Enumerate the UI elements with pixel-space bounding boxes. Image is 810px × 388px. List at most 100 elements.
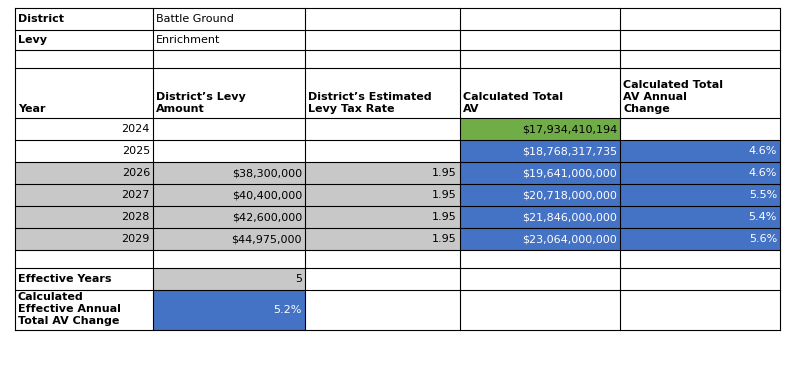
Bar — [620, 228, 780, 250]
Bar — [15, 290, 153, 330]
Bar — [460, 206, 620, 228]
Bar — [620, 30, 780, 50]
Bar — [153, 50, 305, 68]
Bar — [153, 162, 305, 184]
Bar — [460, 68, 620, 118]
Bar — [460, 8, 620, 30]
Bar — [153, 268, 305, 290]
Bar — [153, 228, 305, 250]
Bar — [15, 30, 153, 50]
Text: $44,975,000: $44,975,000 — [232, 234, 302, 244]
Text: Calculated
Effective Annual
Total AV Change: Calculated Effective Annual Total AV Cha… — [18, 292, 121, 326]
Text: 5: 5 — [295, 274, 302, 284]
Bar — [620, 184, 780, 206]
Text: 4.6%: 4.6% — [748, 168, 777, 178]
Text: 2026: 2026 — [122, 168, 150, 178]
Bar — [305, 228, 460, 250]
Text: 1.95: 1.95 — [433, 168, 457, 178]
Bar — [620, 140, 780, 162]
Bar — [15, 162, 153, 184]
Text: Battle Ground: Battle Ground — [156, 14, 234, 24]
Text: $19,641,000,000: $19,641,000,000 — [522, 168, 617, 178]
Text: 2029: 2029 — [122, 234, 150, 244]
Bar — [620, 206, 780, 228]
Bar — [305, 206, 460, 228]
Text: Enrichment: Enrichment — [156, 35, 220, 45]
Bar — [15, 118, 153, 140]
Text: Year: Year — [18, 104, 45, 114]
Bar — [620, 50, 780, 68]
Text: $18,768,317,735: $18,768,317,735 — [522, 146, 617, 156]
Bar — [620, 250, 780, 268]
Text: 2025: 2025 — [122, 146, 150, 156]
Bar — [305, 118, 460, 140]
Text: $40,400,000: $40,400,000 — [232, 190, 302, 200]
Bar — [305, 8, 460, 30]
Bar — [460, 118, 620, 140]
Text: 1.95: 1.95 — [433, 212, 457, 222]
Bar — [460, 290, 620, 330]
Bar — [305, 140, 460, 162]
Text: $17,934,410,194: $17,934,410,194 — [522, 124, 617, 134]
Bar — [460, 184, 620, 206]
Text: District: District — [18, 14, 64, 24]
Text: District’s Levy
Amount: District’s Levy Amount — [156, 92, 245, 114]
Text: 1.95: 1.95 — [433, 190, 457, 200]
Bar — [305, 290, 460, 330]
Bar — [305, 50, 460, 68]
Bar — [153, 290, 305, 330]
Text: $23,064,000,000: $23,064,000,000 — [522, 234, 617, 244]
Bar — [305, 250, 460, 268]
Text: Calculated Total
AV Annual
Change: Calculated Total AV Annual Change — [623, 80, 723, 114]
Bar — [460, 268, 620, 290]
Text: 1.95: 1.95 — [433, 234, 457, 244]
Text: $42,600,000: $42,600,000 — [232, 212, 302, 222]
Bar — [153, 140, 305, 162]
Bar — [620, 162, 780, 184]
Bar — [153, 118, 305, 140]
Bar — [460, 228, 620, 250]
Bar — [15, 228, 153, 250]
Bar — [15, 140, 153, 162]
Bar — [460, 162, 620, 184]
Bar — [153, 206, 305, 228]
Text: $38,300,000: $38,300,000 — [232, 168, 302, 178]
Bar — [15, 184, 153, 206]
Bar — [460, 30, 620, 50]
Text: $20,718,000,000: $20,718,000,000 — [522, 190, 617, 200]
Bar — [15, 206, 153, 228]
Text: Calculated Total
AV: Calculated Total AV — [463, 92, 563, 114]
Bar — [620, 268, 780, 290]
Text: Levy: Levy — [18, 35, 47, 45]
Text: 5.6%: 5.6% — [748, 234, 777, 244]
Bar — [305, 68, 460, 118]
Bar — [460, 50, 620, 68]
Bar — [15, 268, 153, 290]
Bar — [305, 30, 460, 50]
Bar — [305, 162, 460, 184]
Text: District’s Estimated
Levy Tax Rate: District’s Estimated Levy Tax Rate — [308, 92, 432, 114]
Bar — [15, 50, 153, 68]
Bar — [153, 250, 305, 268]
Bar — [620, 290, 780, 330]
Text: 5.4%: 5.4% — [748, 212, 777, 222]
Text: Effective Years: Effective Years — [18, 274, 112, 284]
Bar — [305, 268, 460, 290]
Text: 2028: 2028 — [122, 212, 150, 222]
Bar — [620, 8, 780, 30]
Bar — [15, 250, 153, 268]
Text: 5.2%: 5.2% — [274, 305, 302, 315]
Bar — [153, 68, 305, 118]
Text: 2027: 2027 — [122, 190, 150, 200]
Text: 5.5%: 5.5% — [748, 190, 777, 200]
Bar — [15, 8, 153, 30]
Bar — [460, 250, 620, 268]
Bar — [153, 184, 305, 206]
Text: 4.6%: 4.6% — [748, 146, 777, 156]
Bar — [305, 184, 460, 206]
Bar — [153, 30, 305, 50]
Bar — [620, 118, 780, 140]
Text: $21,846,000,000: $21,846,000,000 — [522, 212, 617, 222]
Bar — [460, 140, 620, 162]
Text: 2024: 2024 — [122, 124, 150, 134]
